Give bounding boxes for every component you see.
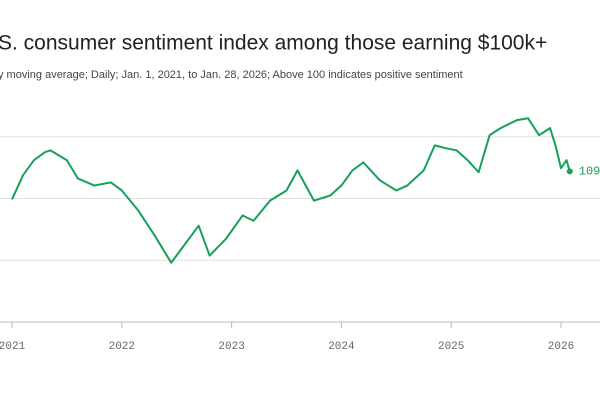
- x-tick-label: 2021: [0, 341, 26, 353]
- end-label: 109: [579, 165, 600, 179]
- x-tick-label: 2025: [438, 341, 464, 353]
- chart-subtitle: y moving average; Daily; Jan. 1, 2021, t…: [0, 69, 463, 81]
- chart-title: S. consumer sentiment index among those …: [0, 32, 547, 55]
- x-tick-label: 2024: [328, 341, 355, 353]
- x-tick-label: 2022: [109, 341, 135, 353]
- x-tick-label: 2023: [218, 341, 244, 353]
- line: [11, 117, 571, 264]
- end-point: [566, 168, 573, 175]
- x-tick-label: 2026: [548, 341, 574, 353]
